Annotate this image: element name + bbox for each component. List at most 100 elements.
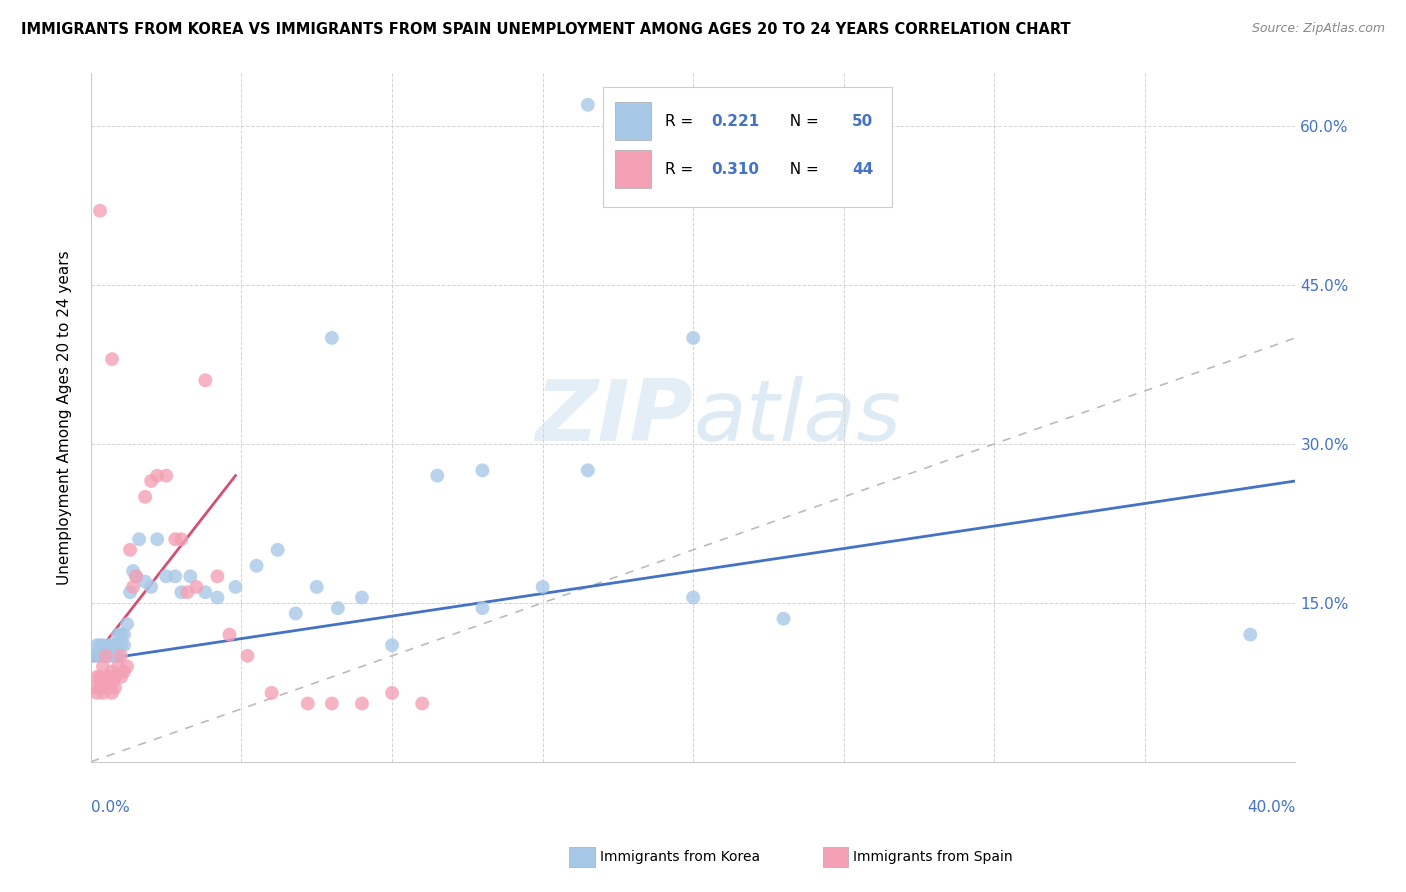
Point xyxy=(576,463,599,477)
Point xyxy=(471,463,494,477)
Point xyxy=(83,648,105,663)
Point xyxy=(104,681,127,695)
Text: 50: 50 xyxy=(852,113,873,128)
Point xyxy=(110,638,132,652)
Point xyxy=(194,373,217,387)
Text: Immigrants from Korea: Immigrants from Korea xyxy=(600,850,761,864)
Point xyxy=(91,675,114,690)
Point xyxy=(91,659,114,673)
Point xyxy=(101,665,124,679)
Point xyxy=(134,574,156,589)
Point xyxy=(107,659,129,673)
Point xyxy=(207,591,229,605)
Point xyxy=(104,670,127,684)
Point xyxy=(141,474,163,488)
Point xyxy=(266,542,288,557)
Point xyxy=(321,331,343,345)
Point xyxy=(531,580,554,594)
Point xyxy=(125,569,148,583)
Point xyxy=(112,627,135,641)
Text: N =: N = xyxy=(780,162,824,177)
Point xyxy=(245,558,267,573)
Point xyxy=(146,533,169,547)
Point xyxy=(91,648,114,663)
Point xyxy=(176,585,198,599)
Text: IMMIGRANTS FROM KOREA VS IMMIGRANTS FROM SPAIN UNEMPLOYMENT AMONG AGES 20 TO 24 : IMMIGRANTS FROM KOREA VS IMMIGRANTS FROM… xyxy=(21,22,1071,37)
Point xyxy=(155,468,177,483)
Point xyxy=(86,670,108,684)
Point xyxy=(89,648,111,663)
Point xyxy=(89,681,111,695)
Point xyxy=(772,612,794,626)
Point xyxy=(682,591,704,605)
Point xyxy=(426,468,449,483)
Point xyxy=(350,697,373,711)
Point xyxy=(83,681,105,695)
Text: R =: R = xyxy=(665,113,699,128)
Point xyxy=(179,569,201,583)
Point xyxy=(89,638,111,652)
Text: 0.0%: 0.0% xyxy=(91,799,129,814)
Point xyxy=(122,580,145,594)
Point xyxy=(94,648,117,663)
Point xyxy=(101,352,124,367)
Point xyxy=(115,617,138,632)
Point xyxy=(91,686,114,700)
Text: ZIP: ZIP xyxy=(536,376,693,458)
Point xyxy=(125,569,148,583)
Point xyxy=(98,648,121,663)
Text: 44: 44 xyxy=(852,162,873,177)
Point xyxy=(94,648,117,663)
Y-axis label: Unemployment Among Ages 20 to 24 years: Unemployment Among Ages 20 to 24 years xyxy=(58,250,72,584)
Point xyxy=(186,580,208,594)
Point xyxy=(381,686,404,700)
Point xyxy=(98,638,121,652)
Point xyxy=(115,659,138,673)
Point xyxy=(98,681,121,695)
Point xyxy=(89,670,111,684)
Point xyxy=(98,670,121,684)
Point xyxy=(101,648,124,663)
Point xyxy=(682,331,704,345)
Point xyxy=(471,601,494,615)
Point xyxy=(128,533,150,547)
Point xyxy=(86,648,108,663)
Point xyxy=(101,686,124,700)
Point xyxy=(326,601,349,615)
Point xyxy=(170,533,193,547)
Point xyxy=(218,627,240,641)
Text: Source: ZipAtlas.com: Source: ZipAtlas.com xyxy=(1251,22,1385,36)
Point xyxy=(170,585,193,599)
Point xyxy=(260,686,283,700)
Point xyxy=(165,533,187,547)
Text: Immigrants from Spain: Immigrants from Spain xyxy=(853,850,1014,864)
Point xyxy=(321,697,343,711)
Text: N =: N = xyxy=(780,113,824,128)
Point xyxy=(411,697,433,711)
Text: 0.221: 0.221 xyxy=(711,113,759,128)
Point xyxy=(104,648,127,663)
Point xyxy=(305,580,328,594)
Point xyxy=(350,591,373,605)
Point xyxy=(89,203,111,218)
Point xyxy=(94,670,117,684)
FancyBboxPatch shape xyxy=(614,151,651,188)
Point xyxy=(112,665,135,679)
Point xyxy=(110,670,132,684)
Point xyxy=(122,564,145,578)
Point xyxy=(94,681,117,695)
Point xyxy=(107,648,129,663)
Point xyxy=(86,686,108,700)
Point xyxy=(101,675,124,690)
Point xyxy=(207,569,229,583)
Text: atlas: atlas xyxy=(693,376,901,458)
Point xyxy=(165,569,187,583)
Point xyxy=(1239,627,1261,641)
FancyBboxPatch shape xyxy=(614,103,651,140)
Point xyxy=(576,97,599,112)
Point xyxy=(141,580,163,594)
Point xyxy=(101,638,124,652)
Point xyxy=(110,627,132,641)
Point xyxy=(110,648,132,663)
Point xyxy=(94,648,117,663)
